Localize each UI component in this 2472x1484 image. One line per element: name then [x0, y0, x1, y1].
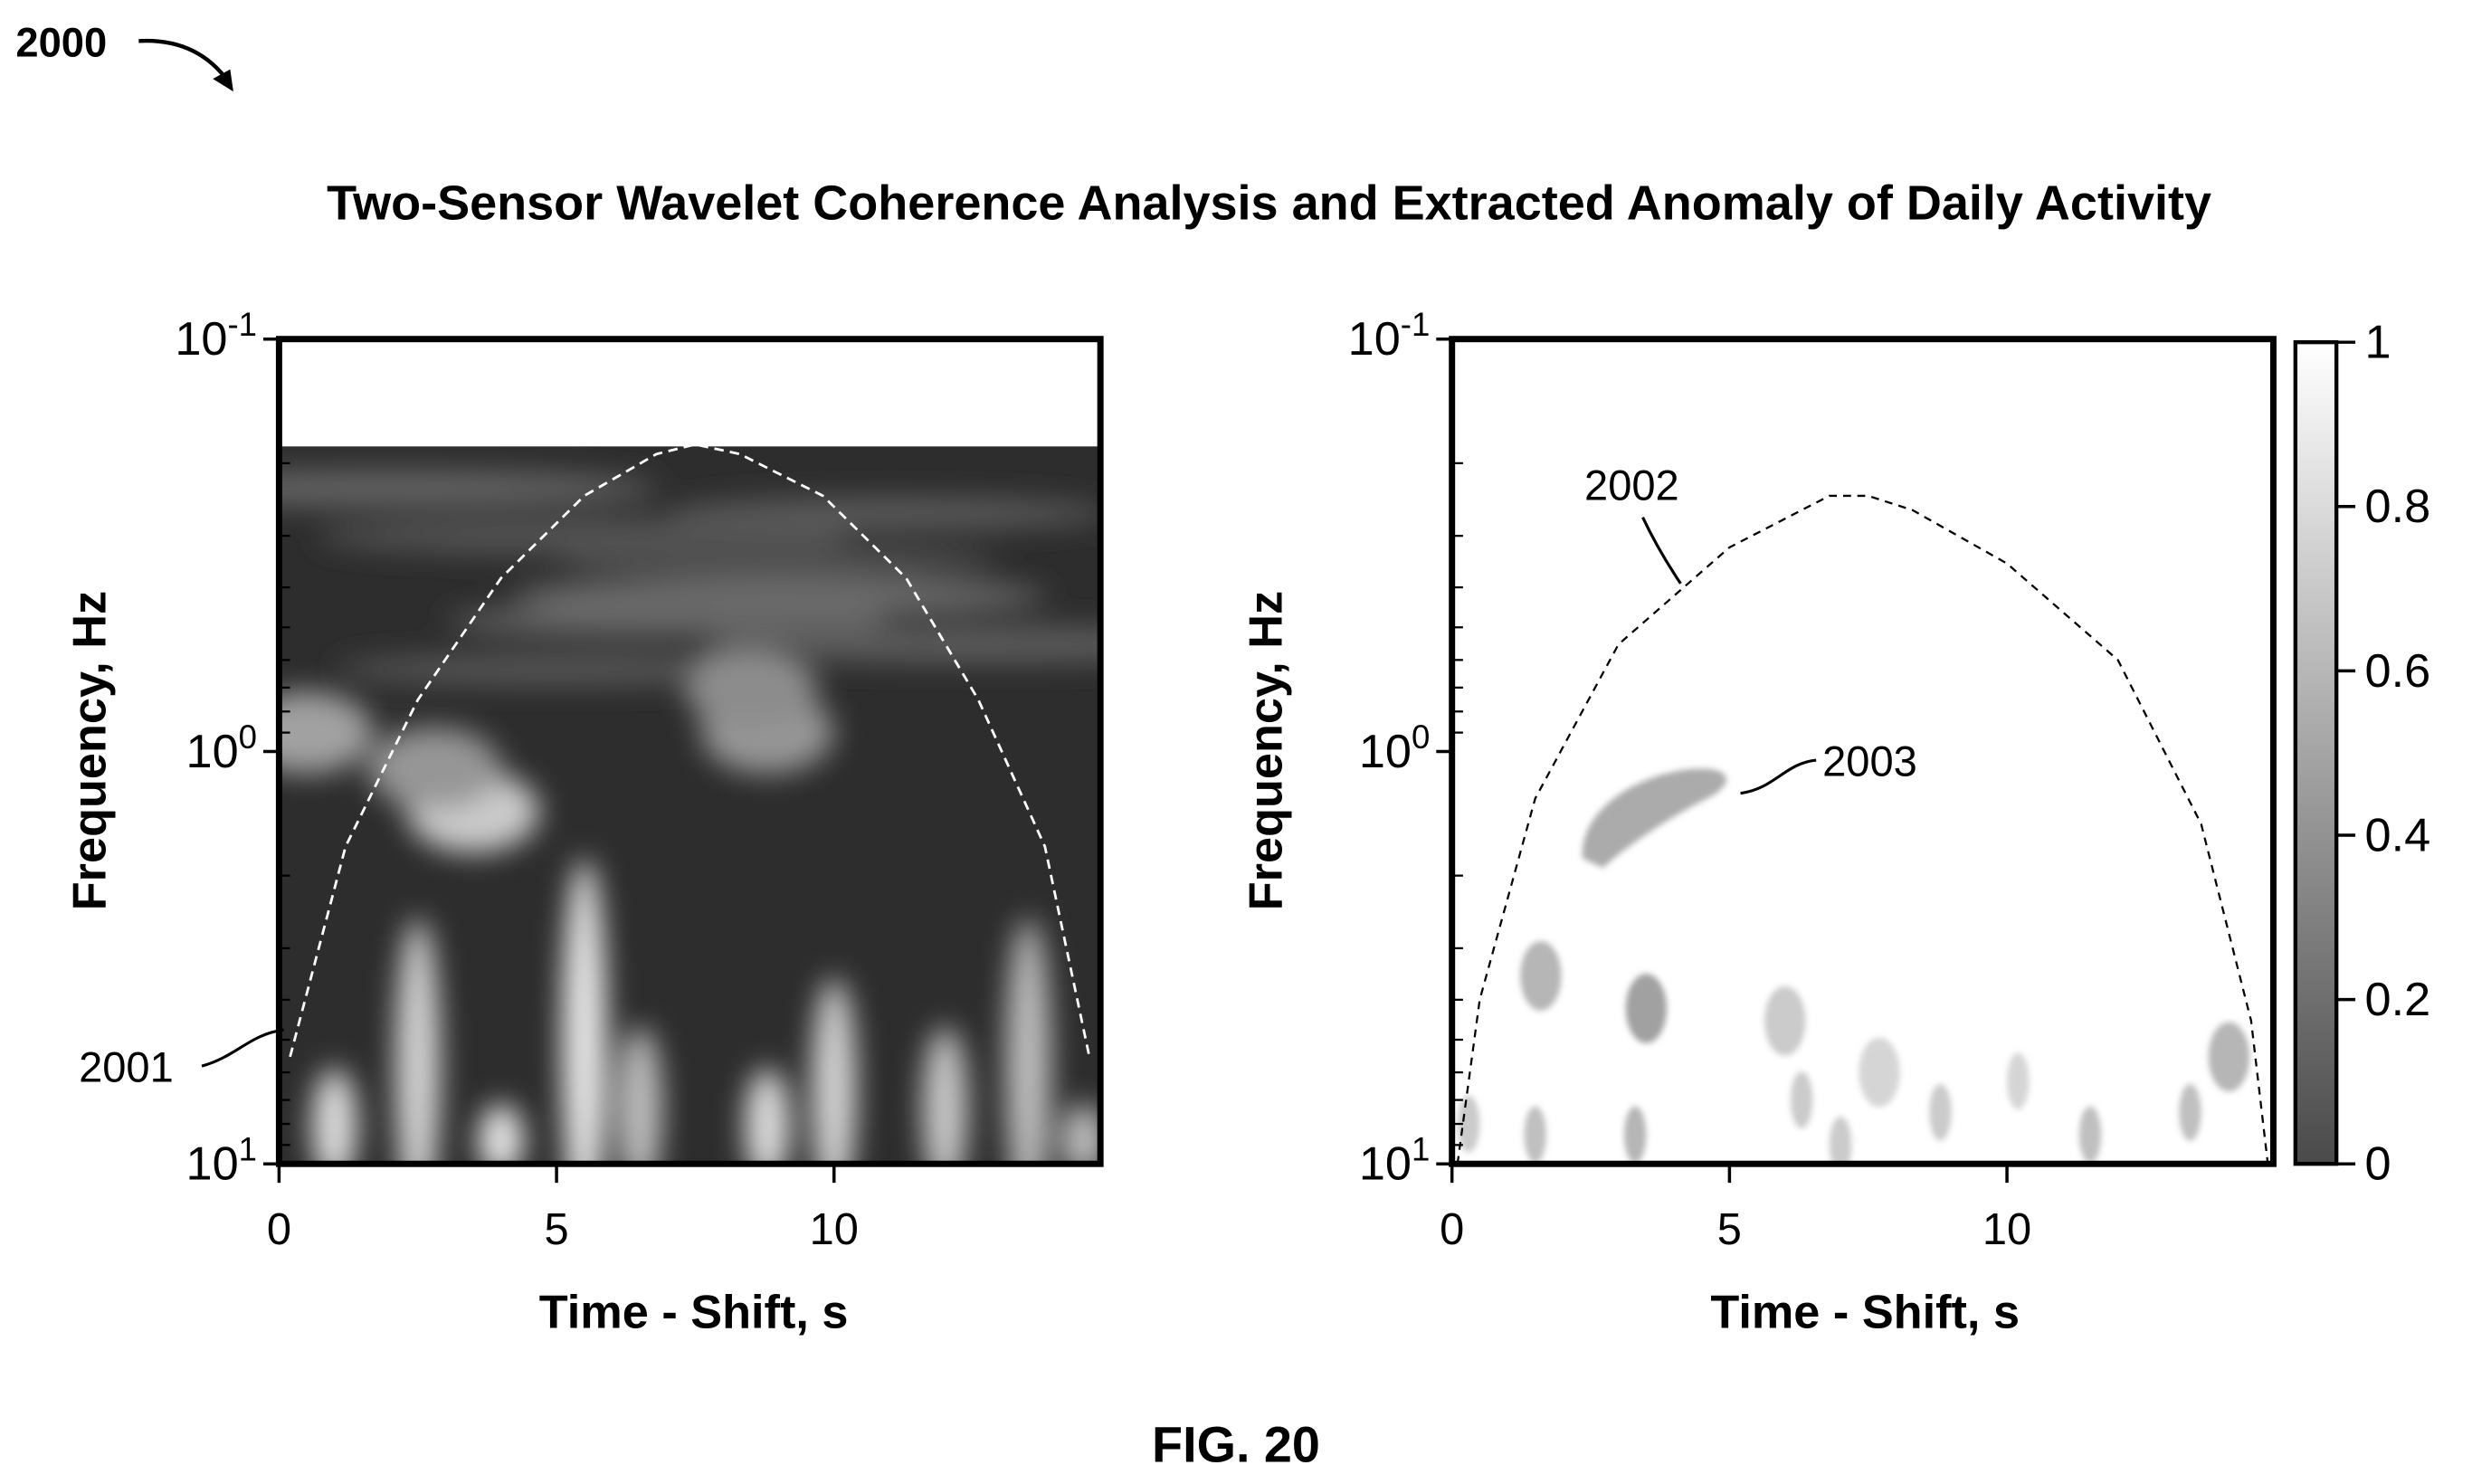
colorbar-tick-label: 0.4	[2365, 809, 2431, 861]
right-x-tick-label: 0	[1440, 1205, 1464, 1254]
anomaly-region	[1625, 974, 1668, 1043]
colorbar-tick-label: 0.2	[2365, 974, 2431, 1026]
annotation-2001-label: 2001	[79, 1043, 174, 1091]
right-anomaly-regions	[1457, 768, 2250, 1165]
left-y-tick-label: 101	[186, 1131, 257, 1191]
left-coherence-band	[704, 625, 1101, 664]
right-x-tick-label: 5	[1717, 1205, 1742, 1254]
left-coherence-band	[316, 517, 852, 556]
colorbar-tick-label: 0	[2365, 1138, 2391, 1191]
anomaly-region	[1790, 1071, 1813, 1128]
anomaly-region	[2078, 1106, 2102, 1164]
left-coherence-blob	[279, 691, 374, 774]
left-cone-of-influence	[289, 442, 1091, 1058]
left-x-tick-label: 5	[545, 1205, 569, 1254]
left-coherence-blob	[1061, 1104, 1101, 1165]
left-coherence-blob	[745, 1068, 790, 1165]
annotation-2003-leader	[1740, 758, 1817, 795]
colorbar: 1 0.8 0.6 0.4 0.2 0	[2293, 317, 2430, 1191]
colorbar-gradient	[2293, 340, 2339, 1166]
left-coherence-blob	[617, 1027, 662, 1165]
annotation-2002-leader	[1641, 516, 1682, 585]
left-coherence-blob	[1006, 918, 1051, 1165]
colorbar-ticks: 1 0.8 0.6 0.4 0.2 0	[2336, 317, 2430, 1191]
right-y-tick-label: 101	[1359, 1131, 1430, 1191]
left-x-tick-label: 10	[810, 1205, 859, 1254]
left-heatmap-undefined-region	[279, 338, 1101, 447]
anomaly-region-2003	[1582, 768, 1726, 869]
anomaly-region	[2179, 1083, 2201, 1141]
left-coherence-blob	[562, 859, 607, 1165]
anomaly-region	[1520, 941, 1562, 1011]
anomaly-region	[1457, 1095, 1480, 1153]
left-x-axis-label: Time - Shift, s	[539, 1286, 849, 1338]
anomaly-region	[1829, 1116, 1852, 1165]
left-heatmap-bands	[279, 469, 1101, 686]
figure-title: Two-Sensor Wavelet Coherence Analysis an…	[327, 176, 2211, 230]
right-y-tick-label: 10-1	[1348, 306, 1431, 366]
right-y-axis-ticks: 10-1 100 101	[1348, 306, 1452, 1191]
anomaly-region	[1929, 1083, 1952, 1141]
left-coherence-band	[336, 653, 778, 686]
right-x-tick-label: 10	[1982, 1205, 2031, 1254]
left-x-axis-ticks: 0 5 10	[267, 1164, 859, 1254]
anomaly-region	[1764, 985, 1806, 1056]
figure-ref-arrow	[138, 38, 231, 83]
left-coherence-band	[669, 497, 1101, 529]
left-coherence-blob	[812, 978, 857, 1165]
right-cone-of-influence	[1456, 494, 2269, 1165]
left-y-tick-label: 100	[186, 718, 257, 778]
left-coherence-blob	[395, 918, 441, 1165]
left-heatmap-blobs	[279, 646, 1101, 1165]
anomaly-region	[1524, 1106, 1546, 1164]
right-x-axis-ticks: 0 5 10	[1440, 1164, 2031, 1254]
anomaly-region	[1859, 1037, 1900, 1108]
left-y-tick-label: 10-1	[175, 306, 257, 366]
left-y-axis-ticks: 10-1 100 101	[175, 306, 280, 1191]
left-y-axis-label: Frequency, Hz	[64, 591, 117, 910]
left-coherence-blob	[479, 1104, 524, 1165]
left-y-minor-ticks	[279, 461, 290, 1146]
left-coherence-blob	[367, 728, 501, 810]
left-coherence-band	[557, 545, 1000, 577]
left-heatmap-panel: 0 5 10 10-1 100 101 Time - Shift, s Frequenc…	[64, 306, 1104, 1338]
right-y-minor-ticks	[1451, 461, 1463, 1146]
colorbar-tick-label: 0.8	[2365, 480, 2431, 533]
right-y-tick-label: 100	[1359, 718, 1430, 778]
annotation-2001-leader	[201, 1028, 284, 1068]
figure-ref-number: 2000	[15, 20, 107, 66]
left-coherence-blob	[312, 1068, 357, 1165]
anomaly-region	[2007, 1052, 2030, 1110]
right-heatmap-background	[1451, 338, 2274, 1165]
anomaly-region	[1623, 1106, 1647, 1164]
left-coherence-band	[446, 604, 889, 637]
annotation-2002-label: 2002	[1584, 461, 1679, 509]
right-y-axis-label: Frequency, Hz	[1241, 591, 1293, 910]
anomaly-region	[2208, 1022, 2250, 1092]
right-x-axis-label: Time - Shift, s	[1710, 1286, 2020, 1338]
figure-ref-arrowhead	[213, 69, 233, 92]
colorbar-tick-label: 1	[2365, 317, 2391, 369]
left-coherence-band	[279, 469, 659, 508]
left-coherence-blob	[923, 1027, 967, 1165]
left-coherence-blob	[684, 646, 817, 729]
figure-caption: FIG. 20	[1152, 1417, 1320, 1473]
colorbar-tick-label: 0.6	[2365, 645, 2431, 698]
annotation-2003-label: 2003	[1822, 737, 1917, 785]
right-heatmap-panel: 0 5 10 10-1 100 101 Time - Shift, s Frequenc…	[1241, 306, 2277, 1338]
left-x-tick-label: 0	[267, 1205, 291, 1254]
